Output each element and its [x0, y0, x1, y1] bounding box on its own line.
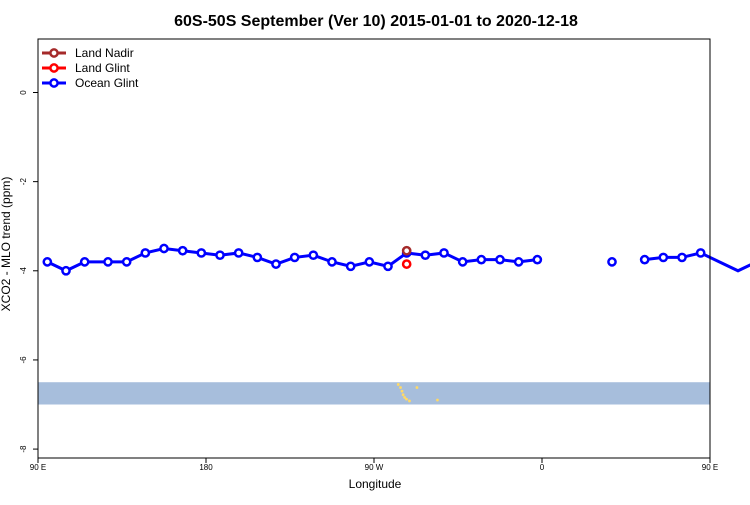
- data-point: [308, 250, 319, 261]
- land-speck: [400, 389, 404, 393]
- data-point: [42, 257, 53, 267]
- land-speck: [415, 386, 419, 389]
- x-tick-label: 90 W: [365, 463, 384, 472]
- data-point: [103, 257, 113, 267]
- y-tick-label: -8: [19, 445, 28, 453]
- legend-label: Land Glint: [75, 61, 130, 75]
- data-point: [215, 250, 225, 261]
- x-axis-label: Longitude: [349, 477, 402, 491]
- y-axis-label: XCO2 - MLO trend (ppm): [0, 177, 13, 312]
- legend-marker: [49, 78, 59, 88]
- data-point: [401, 259, 412, 269]
- data-point: [476, 254, 487, 265]
- land-speck: [396, 383, 400, 386]
- x-tick-label: 90 E: [30, 463, 46, 472]
- data-point: [121, 257, 132, 267]
- data-point: [79, 257, 90, 267]
- chart-title: 60S-50S September (Ver 10) 2015-01-01 to…: [174, 13, 578, 30]
- legend-marker: [49, 63, 59, 73]
- series-layer: [42, 243, 750, 276]
- x-tick-label: 0: [540, 463, 545, 472]
- data-point: [677, 252, 687, 263]
- legend-label: Ocean Glint: [75, 76, 139, 90]
- data-point: [252, 252, 263, 263]
- data-point: [159, 243, 169, 254]
- land-speck: [436, 398, 439, 402]
- land-speck: [399, 386, 402, 389]
- data-point: [233, 248, 244, 258]
- data-point: [695, 248, 706, 258]
- land-speck: [405, 397, 408, 401]
- data-point: [513, 257, 524, 267]
- data-point: [607, 257, 617, 267]
- x-axis: 90 E 180 90 W 0 90 E: [30, 458, 718, 472]
- land-speck: [408, 399, 411, 403]
- land-speck: [401, 393, 405, 397]
- data-point: [345, 261, 356, 272]
- series-land-glint: [401, 259, 412, 269]
- data-point: [140, 248, 151, 258]
- series-land-nadir: [401, 245, 412, 256]
- y-tick-label: -4: [19, 267, 28, 275]
- x-tick-label: 180: [199, 463, 213, 472]
- ocean-band: [38, 382, 710, 405]
- data-point: [495, 254, 505, 265]
- legend-label: Land Nadir: [75, 46, 134, 60]
- y-tick-label: -2: [19, 178, 28, 186]
- data-point: [61, 265, 71, 276]
- y-tick-label: 0: [19, 90, 28, 95]
- y-axis: 0 -2 -4 -6 -8: [19, 90, 38, 453]
- data-point: [271, 259, 281, 269]
- data-point: [457, 257, 468, 267]
- data-point: [196, 248, 207, 258]
- data-point: [327, 257, 337, 267]
- data-point: [383, 261, 393, 272]
- data-point: [658, 252, 669, 263]
- y-tick-label: -6: [19, 356, 28, 364]
- series-ocean-glint: [42, 243, 750, 276]
- data-point: [364, 257, 375, 267]
- data-point: [401, 245, 412, 256]
- data-point: [177, 245, 188, 256]
- legend-marker: [49, 48, 59, 58]
- map-strip: [38, 382, 710, 405]
- land-speck: [403, 395, 407, 399]
- data-point: [439, 248, 449, 258]
- data-point: [289, 252, 300, 263]
- data-point: [532, 254, 543, 265]
- data-point: [639, 254, 650, 265]
- data-point: [420, 250, 431, 261]
- x-tick-label: 90 E: [702, 463, 718, 472]
